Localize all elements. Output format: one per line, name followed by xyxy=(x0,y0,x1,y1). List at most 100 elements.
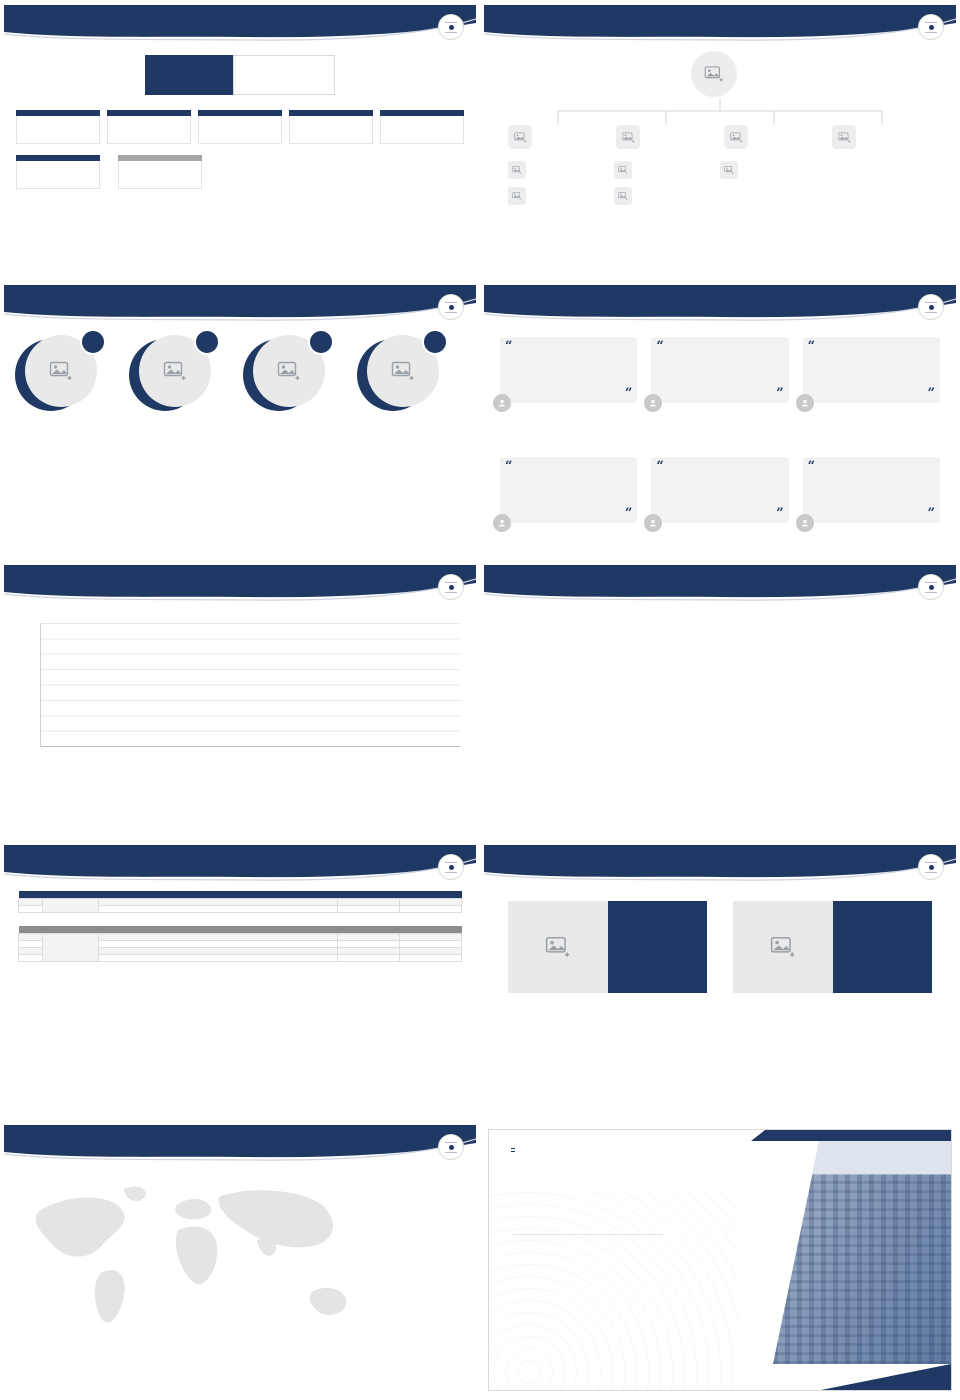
close-quote-icon: ” xyxy=(927,386,935,401)
data-table-navy xyxy=(18,891,462,913)
slide-canvas xyxy=(484,845,956,1115)
table-cell xyxy=(399,940,462,948)
slide-26-sales-comparison[interactable] xyxy=(0,560,480,840)
logo-text xyxy=(511,1148,515,1152)
table-cell xyxy=(399,905,462,913)
slide-29-data-comparison[interactable] xyxy=(480,840,960,1120)
org-root-description xyxy=(233,55,335,95)
character-card: “” xyxy=(493,337,638,412)
leaderboard-bar-chart xyxy=(484,607,956,825)
global-item xyxy=(262,1249,440,1255)
slide-canvas xyxy=(4,285,476,555)
column-header xyxy=(399,891,462,899)
node-description xyxy=(107,116,191,144)
slide-22-organizational-structure[interactable] xyxy=(0,0,480,280)
data-table-gray xyxy=(18,926,462,962)
slide-24-organizational-structure[interactable] xyxy=(0,280,480,560)
column-header xyxy=(42,926,99,934)
table-cell xyxy=(337,905,400,913)
table-row xyxy=(18,940,462,948)
slide-canvas xyxy=(484,5,956,275)
slide-28-data-tables[interactable] xyxy=(0,840,480,1120)
photo-placeholder xyxy=(508,125,532,149)
column-header xyxy=(399,926,462,934)
slide-header xyxy=(4,845,476,889)
node-description xyxy=(16,161,100,189)
table-cell xyxy=(18,947,43,955)
donut-chart xyxy=(629,919,685,975)
column-header xyxy=(337,891,400,899)
org-branch-node xyxy=(832,125,932,149)
org-root-node xyxy=(484,51,956,97)
table-cell xyxy=(337,898,400,906)
node-description xyxy=(16,116,100,144)
table-cell xyxy=(18,933,43,941)
node-description xyxy=(380,116,464,144)
slide-25-character-introduction[interactable]: “” “” “” “” “” “” xyxy=(480,280,960,560)
slide-canvas xyxy=(4,5,476,275)
connector-lines xyxy=(557,99,883,125)
image-placeholder-icon xyxy=(545,934,571,960)
team-member xyxy=(129,329,234,545)
close-quote-icon: ” xyxy=(927,506,935,521)
institution-logo-icon xyxy=(438,854,464,880)
photo-placeholder xyxy=(733,901,833,993)
open-quote-icon: “ xyxy=(656,459,664,474)
top-right-accent xyxy=(751,1130,951,1141)
org-sub-node xyxy=(508,187,614,205)
table-cell xyxy=(337,947,400,955)
thank-you-caption xyxy=(513,1234,663,1239)
org-node xyxy=(118,155,202,189)
table-cell xyxy=(337,933,400,941)
role-badge xyxy=(422,329,448,355)
thank-you-card xyxy=(488,1129,952,1391)
image-placeholder-icon xyxy=(770,934,796,960)
photo-placeholder xyxy=(614,161,632,179)
org-sub-node xyxy=(614,161,720,179)
photo-placeholder xyxy=(508,901,608,993)
table-row xyxy=(18,933,462,962)
org-sub-node xyxy=(614,187,720,205)
org-node xyxy=(16,110,100,144)
institution-logo-icon xyxy=(918,574,944,600)
person-icon xyxy=(648,518,658,528)
slide-23-organizational-structure[interactable] xyxy=(480,0,960,280)
avatar xyxy=(644,394,663,412)
image-placeholder-icon xyxy=(514,131,527,144)
slide-canvas xyxy=(4,1125,476,1395)
person-icon xyxy=(648,398,658,408)
photo-placeholder xyxy=(724,125,748,149)
person-icon xyxy=(497,398,507,408)
photo-placeholder xyxy=(508,187,526,205)
org-branch-node xyxy=(508,125,608,149)
image-placeholder-icon xyxy=(49,359,73,383)
table-cell xyxy=(98,933,338,941)
world-map xyxy=(35,1186,347,1323)
table-row xyxy=(18,954,462,962)
close-quote-icon: ” xyxy=(624,386,633,401)
table-cell xyxy=(18,898,43,906)
image-placeholder-icon xyxy=(730,131,743,144)
slide-30-global-business[interactable] xyxy=(0,1120,480,1400)
table-cell xyxy=(42,933,99,962)
photo-placeholder xyxy=(832,125,856,149)
institution-logo-icon xyxy=(438,14,464,40)
org-node xyxy=(289,110,373,144)
avatar xyxy=(493,514,511,532)
avatar xyxy=(795,394,814,412)
table-cell xyxy=(98,940,338,948)
photo-placeholder xyxy=(614,187,632,205)
table-cell xyxy=(399,947,462,955)
slide-31-thank-you[interactable] xyxy=(480,1120,960,1400)
slide-header xyxy=(4,565,476,609)
building-photo xyxy=(773,1141,951,1364)
header-band xyxy=(4,845,476,881)
table-cell xyxy=(98,905,338,913)
tables xyxy=(4,891,476,1105)
person-icon xyxy=(800,398,810,408)
character-card: “” xyxy=(644,457,789,532)
slide-27-leaderboard[interactable] xyxy=(480,560,960,840)
table-row xyxy=(18,905,462,913)
column-header xyxy=(98,891,338,899)
role-badge xyxy=(80,329,106,355)
